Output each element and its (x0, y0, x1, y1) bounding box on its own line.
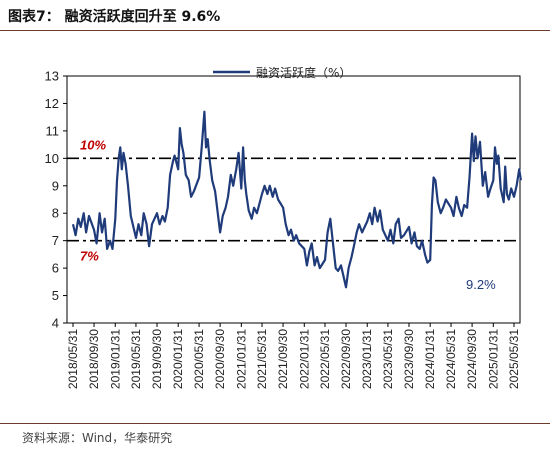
x-tick-label: 2019/01/31 (108, 329, 122, 389)
title-divider (0, 30, 550, 31)
y-tick-label: 11 (46, 123, 60, 138)
series-line (71, 110, 522, 289)
legend-label: 融资活跃度（%） (256, 65, 351, 80)
latest-value-annotation: 9.2% (466, 277, 496, 292)
x-tick-label: 2025/05/31 (507, 329, 521, 389)
y-tick-label: 7 (52, 233, 59, 248)
y-tick-label: 5 (52, 288, 59, 303)
legend: 融资活跃度（%） (213, 65, 351, 80)
x-tick-label: 2018/05/31 (66, 329, 80, 389)
reference-label-10: 10% (80, 137, 106, 152)
x-tick-label: 2020/09/30 (213, 329, 227, 389)
x-tick-label: 2020/05/31 (192, 329, 206, 389)
y-tick-label: 10 (45, 151, 59, 166)
x-tick-label: 2023/01/31 (360, 329, 374, 389)
figure-title: 图表7： 融资活跃度回升至 9.6% (8, 9, 221, 25)
x-tick-label: 2021/05/31 (255, 329, 269, 389)
x-tick-label: 2024/09/30 (465, 329, 479, 389)
plot-frame (66, 75, 521, 324)
y-tick-label: 6 (52, 261, 59, 276)
x-tick-label: 2022/01/31 (297, 329, 311, 389)
y-tick-label: 12 (45, 96, 59, 111)
x-tick-label: 2019/09/30 (150, 329, 164, 389)
series-layer (71, 110, 522, 289)
y-tick-label: 4 (52, 316, 59, 331)
source-note: 资料来源：Wind，华泰研究 (22, 431, 173, 445)
y-tick-label: 13 (45, 69, 59, 84)
x-tick-label: 2019/05/31 (129, 329, 143, 389)
x-tick-label: 2024/01/31 (423, 329, 437, 389)
x-tick-label: 2023/09/30 (402, 329, 416, 389)
x-tick-label: 2021/01/31 (234, 329, 248, 389)
x-tick-label: 2023/05/31 (381, 329, 395, 389)
x-tick-label: 2018/09/30 (87, 329, 101, 389)
x-tick-label: 2021/09/30 (276, 329, 290, 389)
reference-label-7: 7% (80, 249, 99, 264)
x-tick-label: 2022/05/31 (318, 329, 332, 389)
x-tick-label: 2024/05/31 (444, 329, 458, 389)
x-tick-label: 2022/09/30 (339, 329, 353, 389)
x-tick-label: 2025/01/31 (486, 329, 500, 389)
chart-axes: 4 5 6 7 8 9 10 11 12 13 2018/05/31 2018/09/30 2019/0… (45, 69, 521, 390)
source-divider (0, 423, 550, 424)
y-tick-label: 8 (52, 206, 59, 221)
reference-lines: 10% 7% (67, 137, 520, 264)
y-tick-label: 9 (52, 178, 59, 193)
annotations: 9.2% (466, 277, 496, 292)
x-tick-label: 2020/01/31 (171, 329, 185, 389)
